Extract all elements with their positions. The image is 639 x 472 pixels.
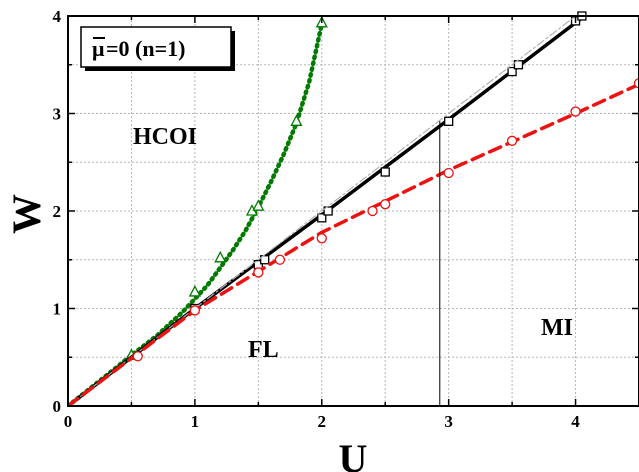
x-tick-label: 2 xyxy=(318,412,327,431)
series-0 xyxy=(68,15,328,406)
data-point-circle xyxy=(367,205,378,217)
data-point-circle xyxy=(506,135,518,146)
y-tick-label: 1 xyxy=(53,300,62,319)
y-axis-label: W xyxy=(4,194,49,234)
axis-ticks xyxy=(67,15,639,407)
data-point-square xyxy=(513,60,524,70)
y-tick-label: 4 xyxy=(53,7,62,26)
series-layer xyxy=(68,11,639,406)
data-point-square xyxy=(323,206,333,216)
tick-labels: 0 1 2 3 4 0 1 2 3 4 xyxy=(53,7,581,431)
x-axis-label: U xyxy=(339,436,368,472)
data-point-triangle xyxy=(290,114,303,126)
x-tick-label: 0 xyxy=(64,412,73,431)
data-point-triangle xyxy=(214,250,227,263)
data-point-circle xyxy=(633,78,639,89)
data-point-square xyxy=(260,255,270,265)
legend-box: μ =0 (n=1) xyxy=(80,26,235,71)
y-tick-label: 3 xyxy=(53,105,62,124)
series-3 xyxy=(68,78,639,406)
data-point-circle xyxy=(570,106,581,117)
data-point-circle xyxy=(443,167,454,179)
region-label-fl: FL xyxy=(248,337,279,363)
data-point-circle xyxy=(189,305,201,316)
data-point-square xyxy=(444,116,454,126)
x-tick-label: 4 xyxy=(571,412,580,431)
data-point-circle xyxy=(132,351,143,362)
y-tick-label: 0 xyxy=(53,397,62,416)
region-label-hcoi: HCOI xyxy=(133,124,197,150)
x-tick-label: 3 xyxy=(444,412,453,431)
data-point-circle xyxy=(316,233,327,244)
data-point-circle xyxy=(274,254,286,265)
grid-lines xyxy=(68,16,639,406)
data-point-square xyxy=(380,167,390,177)
data-point-triangle xyxy=(252,199,265,211)
data-point-circle xyxy=(253,267,264,278)
x-tick-label: 1 xyxy=(191,412,200,431)
data-point-square xyxy=(317,213,327,223)
data-point-circle xyxy=(380,199,391,210)
legend-mu-symbol: μ xyxy=(92,36,105,61)
data-point-square xyxy=(507,66,517,77)
data-point-triangle xyxy=(188,285,201,297)
legend-text: =0 (n=1) xyxy=(106,36,185,61)
region-label-mi: MI xyxy=(541,315,573,341)
y-tick-label: 2 xyxy=(53,202,62,221)
